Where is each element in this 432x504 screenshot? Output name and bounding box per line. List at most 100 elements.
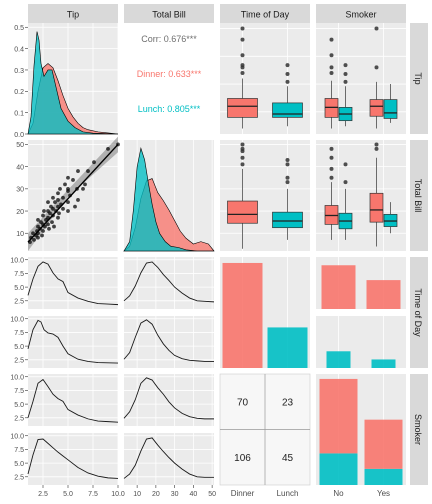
panel-totalbill-tip-ytick-label: 40 [16,164,24,171]
stacked-bar-lunch-no [319,453,358,485]
panel-tip-tip-ytick-label: 0.3 [14,68,24,75]
panel-smoker-tip-xtick-label: 7.5 [88,491,98,498]
density-area-lunch [123,146,214,252]
scatter-point [40,233,44,238]
xtick-label-dinner: Dinner [231,489,255,498]
panel-totalbill-smoker-box-dinner-no-outlier [329,155,334,160]
scatter-point [76,198,80,202]
strip-col-smoker-label: Smoker [345,10,376,20]
panels: 0.0 0.1 0.2 0.3 0.4 0.5 Corr: 0.676*** Dinner: … [10,23,406,498]
panel-smoker-totalbill-facet-0-bg [124,374,214,426]
panel-tip-smoker-box-dinner-no-outlier [329,65,334,70]
panel-totalbill-smoker-box-dinner-no-outlier [329,146,334,151]
panel-time-tip-facet-1-ytick-label: 2.5 [14,358,24,365]
panel-time-tip-facet-0-ytick-label: 2.5 [14,299,24,306]
scatter-point [47,226,51,231]
panel-smoker-tip-facet-0-ytick-label: 2.5 [14,416,24,423]
scatter-point [56,198,60,202]
corr-dinner-text: Dinner: 0.633*** [137,69,202,79]
panel-smoker-tip-facet-0-ytick-label: 7.5 [14,388,24,395]
panel-time-tip-facet-0-ytick-label: 10.0 [10,258,24,265]
panel-totalbill-time-box-lunch-lunch-outlier [285,162,290,167]
panel-tip-tip-ytick-label: 0.4 [14,46,24,53]
panel-tip-tip-ytick-label: 0.2 [14,89,24,96]
panel-totalbill-time-box-dinner-dinner-outlier [240,146,245,151]
panel-time-tip-facet-0-bg [28,257,118,309]
panel-totalbill-time-box-lunch-lunch-outlier [285,175,290,180]
panel-smoker-totalbill-density-line [123,437,214,479]
panel-tip-time-box-dinner-dinner-outlier [240,63,245,68]
panel-smoker-tip-facet-1-ytick-label: 2.5 [14,475,24,482]
panel-time-tip-facet-0-ytick-label: 7.5 [14,271,24,278]
panel-totalbill-time-box-dinner-dinner-outlier [240,155,245,160]
table-cell: 106 [234,453,251,464]
panel-smoker-totalbill-xtick-label: 30 [171,491,179,498]
xtick-label-yes: Yes [377,489,390,498]
scatter-point [73,204,77,209]
strip-col-tip [28,4,118,23]
panel-totalbill-time-box-dinner-dinner [227,200,258,224]
panel-totalbill-smoker-box-lunch-no-outlier [343,180,348,185]
strip-row-time [410,257,428,368]
panel-time-totalbill-facet-0-bg [124,257,214,309]
panel-tip-totalbill: Corr: 0.676*** Dinner: 0.633*** Lunch: 0.8… [124,23,214,134]
panel-totalbill-time-box-lunch-lunch-outlier [285,157,290,162]
panel-time-totalbill-facet-1-bg [124,316,214,368]
panel-smoker-totalbill-xtick-label: 10 [133,491,141,498]
panel-totalbill-smoker-box-dinner-no-outlier [329,175,334,180]
strip-rows: Tip Total Bill Time of Day Smoker [410,23,428,485]
panel-totalbill-tip-ytick-label: 20 [16,209,24,216]
scatter-point [41,229,45,233]
scatter-point [106,146,110,151]
panel-tip-smoker-box-dinner-no-outlier [329,53,334,58]
panel-tip-smoker-box-dinner-no-outlier [329,37,334,42]
panel-time-tip-density-line [27,319,119,364]
panel-smoker-tip-xtick-label: 2.5 [38,491,48,498]
panel-totalbill-smoker-box-dinner-no-outlier [329,166,334,171]
panel-totalbill-time-box-lunch-lunch [272,211,303,229]
scatter-point [83,182,87,187]
table-cell: 45 [282,453,294,464]
panel-tip-time-box-lunch-lunch-outlier [285,79,290,84]
scatter-point [92,160,96,165]
panel-smoker-totalbill: 10 20 30 40 50 [123,374,216,498]
panel-tip-time-box-dinner-dinner-outlier [240,37,245,42]
xtick-label-lunch: Lunch [277,489,299,498]
scatter-point [56,191,60,196]
panel-time-tip-facet-1-ytick-label: 7.5 [14,330,24,337]
panel-tip-smoker-box-dinner-yes [369,99,384,117]
scatter-point [51,195,55,200]
scatter-point [36,235,40,240]
panel-tip-tip: 0.0 0.1 0.2 0.3 0.4 0.5 [14,23,119,139]
panel-smoker-tip-facet-1-ytick-label: 5.0 [14,461,24,468]
panel-tip-smoker-box-dinner-yes-outlier [374,65,379,70]
panel-totalbill-smoker-box-dinner-yes-outlier [374,146,379,151]
panel-totalbill-time-box-dinner-dinner-outlier [240,142,245,147]
scatter-point [66,200,70,205]
panel-time-time [220,257,310,368]
strip-row-time-label: Time of Day [413,288,423,337]
panel-time-tip-facet-0-ytick-label: 5.0 [14,285,24,292]
scatter-point [76,169,80,173]
fit-confidence-band [28,136,118,251]
bar-lunch [267,327,308,368]
panel-tip-time-box-lunch-lunch-outlier [285,72,290,77]
scatter-point [41,213,45,218]
panel-smoker-tip-facet-0-ytick-label: 5.0 [14,402,24,409]
panel-smoker-totalbill-density-line [123,377,214,420]
panel-smoker-tip-facet-0-bg [28,374,118,426]
scatter-point [61,195,65,200]
panel-tip-time-box-dinner-dinner-outlier [240,53,245,58]
scatter-point [36,218,40,222]
strip-col-totalbill-label: Total Bill [152,10,186,20]
scatter-point [58,186,62,191]
panel-tip-time-box-dinner-dinner [227,98,258,118]
panel-totalbill-time-box-lunch-lunch-outlier [285,180,290,185]
scatter-point [46,200,50,205]
stacked-bar-dinner-yes [364,419,403,469]
panel-smoker-totalbill-xtick-label: 50 [208,491,216,498]
panel-totalbill-smoker-box-dinner-yes [369,192,384,223]
panel-tip-smoker-box-dinner-no-outlier [329,70,334,75]
panel-tip-tip-ytick-label: 0.5 [14,25,24,32]
